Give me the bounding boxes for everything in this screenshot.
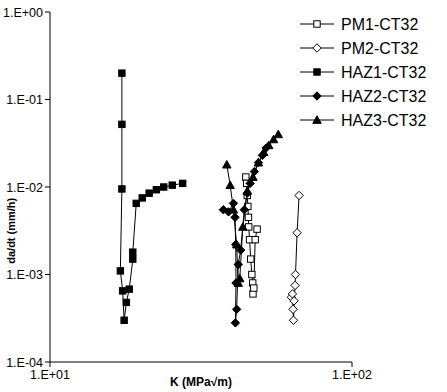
data-point — [289, 305, 297, 313]
legend-label: HAZ3-CT32 — [341, 112, 426, 129]
data-point — [231, 213, 239, 221]
data-point — [119, 70, 125, 76]
data-point — [223, 160, 231, 168]
legend: PM1-CT32 PM2-CT32 HAZ1-CT32 HAZ2-CT32 HAZ3-C… — [300, 16, 426, 129]
data-point — [254, 226, 260, 232]
data-point — [161, 184, 167, 190]
data-point — [249, 173, 257, 181]
data-point — [146, 190, 152, 196]
data-point — [254, 158, 262, 166]
legend-marker — [313, 116, 321, 124]
data-point — [130, 256, 136, 262]
data-point — [121, 317, 127, 323]
x-axis-title: K (MPa√m) — [170, 375, 232, 389]
data-point — [251, 285, 257, 291]
data-point — [232, 305, 240, 313]
data-point — [119, 288, 125, 294]
data-point — [291, 270, 299, 278]
data-point — [245, 214, 251, 220]
data-point — [252, 236, 258, 242]
legend-label: PM2-CT32 — [341, 40, 418, 57]
data-point — [126, 286, 132, 292]
y-tick — [45, 12, 50, 13]
data-point — [249, 271, 255, 277]
x-tick-label: 1.E+02 — [332, 368, 372, 382]
data-point — [231, 240, 239, 248]
y-tick — [45, 99, 50, 100]
data-point — [274, 130, 282, 138]
plot-area — [117, 70, 303, 327]
data-point — [231, 319, 239, 327]
series-line — [227, 134, 278, 283]
data-point — [259, 148, 267, 156]
legend-label: HAZ1-CT32 — [341, 64, 426, 81]
y-tick-label: 1.E-02 — [6, 181, 43, 195]
data-point — [153, 187, 159, 193]
data-point — [232, 240, 240, 248]
data-point — [291, 281, 299, 289]
legend-label: PM1-CT32 — [341, 16, 418, 33]
chart: 1.E-041.E-031.E-021.E-011.E+001.E+011.E+… — [0, 0, 447, 392]
x-tick-label: 1.E+01 — [30, 368, 70, 382]
background — [0, 0, 447, 392]
data-point — [123, 299, 129, 305]
y-tick — [45, 274, 50, 275]
data-point — [243, 174, 249, 180]
data-point — [139, 195, 145, 201]
x-tick — [352, 362, 353, 367]
x-axis — [50, 362, 352, 363]
x-tick — [50, 362, 51, 367]
data-point — [248, 256, 254, 262]
legend-label: HAZ2-CT32 — [341, 88, 426, 105]
series-line — [120, 73, 182, 320]
data-point — [169, 182, 175, 188]
data-point — [243, 187, 251, 195]
data-point — [289, 316, 297, 324]
y-tick — [45, 362, 50, 363]
data-point — [239, 223, 247, 231]
legend-marker — [314, 69, 320, 75]
data-point — [179, 180, 185, 186]
data-point — [119, 121, 125, 127]
data-point — [293, 229, 301, 237]
y-tick-label: 1.E-03 — [6, 268, 43, 282]
data-point — [119, 186, 125, 192]
data-point — [130, 249, 136, 255]
series-line — [223, 148, 266, 323]
data-point — [226, 181, 234, 189]
data-point — [288, 290, 296, 298]
y-axis-title: da/dt (mm/h) — [5, 197, 17, 263]
data-point — [117, 268, 123, 274]
data-point — [133, 200, 139, 206]
y-tick-label: 1.E-01 — [6, 93, 43, 107]
data-point — [236, 274, 244, 282]
legend-marker — [314, 21, 320, 27]
y-tick-label: 1.E+00 — [3, 6, 43, 20]
data-point — [290, 297, 298, 305]
legend-marker — [313, 92, 321, 100]
data-point — [229, 206, 237, 214]
data-point — [254, 158, 262, 166]
y-tick — [45, 187, 50, 188]
legend-marker — [313, 44, 321, 52]
data-point — [295, 191, 303, 199]
